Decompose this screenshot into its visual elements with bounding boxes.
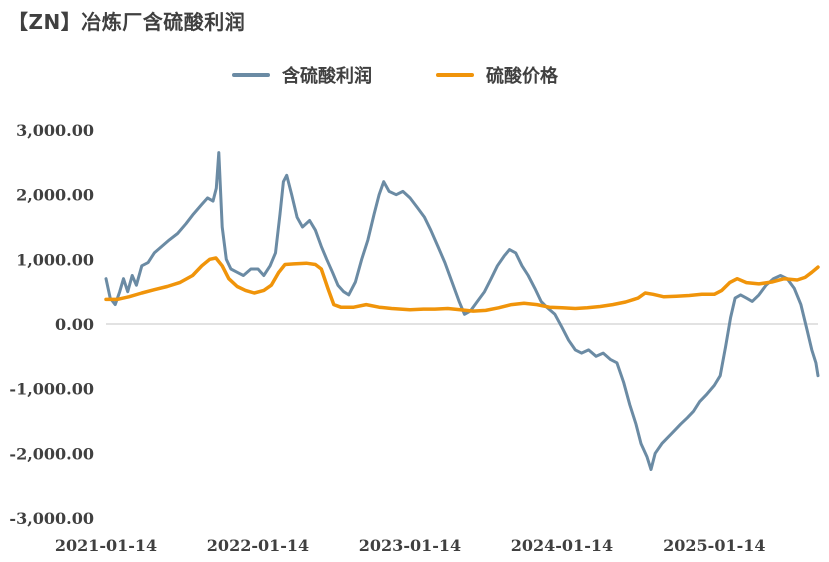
series-group — [104, 151, 820, 471]
x-axis: 2021-01-14 2022-01-14 2023-01-14 2024-01-14… — [55, 536, 766, 555]
x-tick-label: 2025-01-14 — [663, 536, 765, 555]
y-tick-label: -1,000.00 — [9, 380, 94, 399]
y-tick-label: -2,000.00 — [9, 444, 94, 463]
y-tick-label: 0.00 — [55, 315, 94, 334]
series-line-acid-price — [104, 256, 820, 313]
legend-item-profit: 含硫酸利润 — [232, 62, 372, 88]
y-tick-label: -3,000.00 — [9, 509, 94, 528]
x-tick-label: 2023-01-14 — [359, 536, 461, 555]
x-tick-label: 2024-01-14 — [511, 536, 613, 555]
legend: 含硫酸利润 硫酸价格 — [232, 62, 622, 88]
legend-label-profit: 含硫酸利润 — [282, 66, 372, 87]
legend-label-acid-price: 硫酸价格 — [486, 66, 558, 87]
legend-item-acid-price: 硫酸价格 — [436, 62, 558, 88]
y-tick-label: 3,000.00 — [16, 121, 94, 140]
chart-title: 【ZN】冶炼厂含硫酸利润 — [8, 10, 246, 34]
series-line-profit — [104, 151, 820, 471]
legend-swatch-acid-price — [436, 73, 474, 77]
y-tick-label: 1,000.00 — [16, 250, 94, 269]
legend-swatch-profit — [232, 73, 270, 77]
y-tick-label: 2,000.00 — [16, 186, 94, 205]
x-tick-label: 2022-01-14 — [207, 536, 309, 555]
x-tick-label: 2021-01-14 — [55, 536, 157, 555]
y-axis: 3,000.00 2,000.00 1,000.00 0.00 -1,000.00 -2,… — [9, 121, 94, 528]
